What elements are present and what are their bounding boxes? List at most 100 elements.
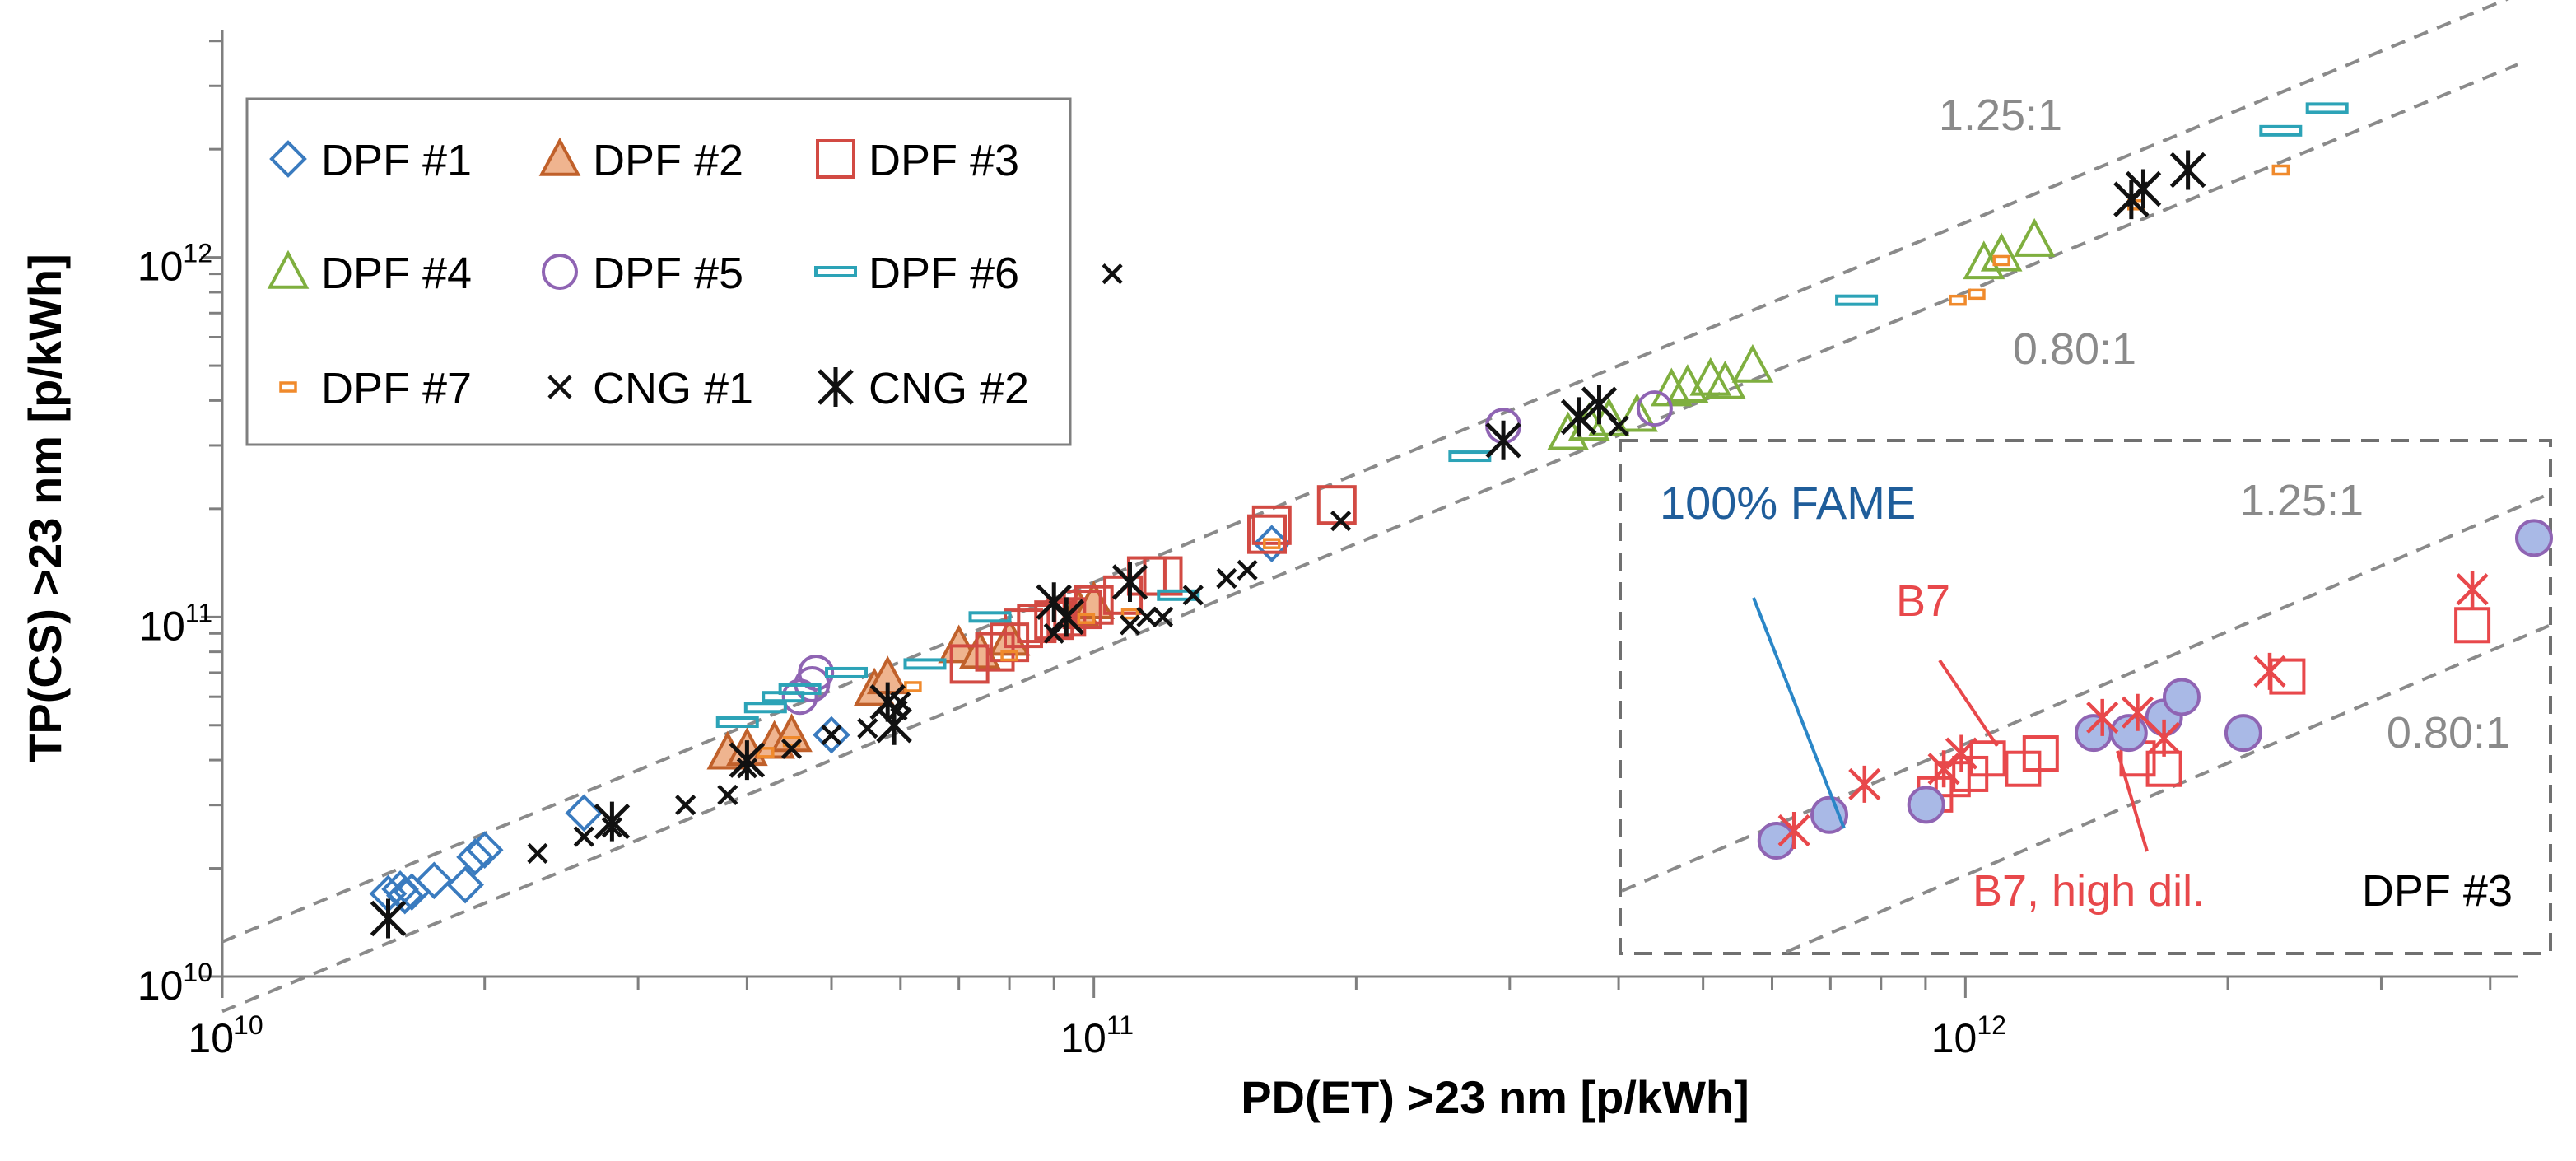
data-point — [1963, 240, 2005, 280]
x-tick-label: 1012 — [1931, 1010, 2006, 1061]
data-point — [1062, 590, 1102, 630]
inset-circle-point — [2224, 714, 2262, 753]
inset-panel: 1.25:1 0.80:1 100% FAME B7 B7, high dil. DPF … — [1619, 439, 2553, 955]
legend-marker — [538, 137, 581, 176]
data-point — [675, 795, 696, 816]
y-tick-label: 1010 — [137, 958, 212, 1009]
data-point — [456, 838, 494, 876]
axes: 1010 1011 1012 1010 1011 1012 — [137, 30, 2518, 1061]
inset-circle-point — [2515, 519, 2553, 557]
annotation-100-fame: 100% FAME — [1660, 477, 1916, 529]
b7-high-dil-pointer — [2116, 750, 2149, 852]
inset-star-point — [2456, 571, 2489, 608]
data-point — [798, 654, 835, 691]
data-point — [565, 794, 603, 832]
data-point — [813, 716, 850, 754]
data-point — [370, 898, 407, 939]
inset-square-point — [1969, 740, 2006, 777]
data-point — [715, 716, 759, 729]
data-point — [780, 738, 803, 759]
y-tick-label: 1012 — [137, 239, 212, 290]
x-tick-label: 1011 — [1060, 1010, 1134, 1061]
data-point — [1157, 589, 1200, 601]
data-point — [1237, 559, 1258, 580]
x-axis-label: PD(ET) >23 nm [p/kWh] — [1241, 1071, 1749, 1123]
inset-reference-label: 0.80:1 — [2387, 708, 2510, 758]
data-point — [1143, 556, 1183, 596]
data-point — [594, 801, 631, 842]
data-point — [1048, 597, 1085, 637]
data-point — [825, 666, 869, 678]
legend-label: DPF #3 — [869, 136, 1019, 185]
data-point — [415, 861, 454, 900]
data-point — [1111, 562, 1148, 602]
data-point — [729, 740, 766, 781]
data-point — [2013, 217, 2056, 257]
legend-label: DPF #7 — [321, 364, 472, 413]
inset-reference-label: 1.25:1 — [2240, 476, 2364, 525]
data-point — [1216, 567, 1237, 590]
fame-pointer — [1752, 597, 1846, 829]
data-point — [527, 842, 548, 865]
x-tick-label: 1010 — [188, 1010, 263, 1061]
data-point — [1004, 608, 1044, 649]
inset-border — [1619, 439, 2552, 955]
data-points — [369, 102, 2349, 939]
inset-title: DPF #3 — [2362, 866, 2513, 916]
data-point — [2271, 164, 2290, 176]
data-point — [904, 681, 922, 692]
inset-square-point — [2454, 607, 2491, 644]
data-point — [869, 682, 906, 722]
data-point — [465, 831, 504, 870]
data-point — [385, 876, 424, 915]
reference-line-label: 1.25:1 — [1939, 91, 2062, 140]
data-point — [1000, 650, 1018, 662]
annotation-b7: B7 — [1896, 576, 1950, 626]
data-point — [876, 705, 912, 745]
legend: DPF #1 DPF #2 DPF #3 DPF #4 DPF #5 DPF #6 DPF … — [245, 97, 1072, 446]
legend-label: DPF #4 — [321, 249, 472, 298]
annotation-b7-high-dil: B7, high dil. — [1973, 866, 2205, 916]
data-point — [1077, 613, 1096, 624]
data-point — [1448, 450, 1492, 463]
data-point — [2259, 124, 2303, 137]
legend-marker — [279, 381, 297, 393]
data-point — [903, 658, 947, 670]
data-point — [1251, 505, 1292, 545]
inset-circle-point — [1757, 821, 1796, 860]
inset-circle-point — [2163, 678, 2201, 716]
data-point — [1581, 385, 1618, 425]
data-point — [743, 702, 787, 714]
inset-circle-point — [1810, 795, 1848, 834]
data-point — [1835, 294, 1879, 306]
legend-label: DPF #5 — [593, 249, 743, 298]
legend-label: DPF #1 — [321, 136, 472, 185]
data-point — [573, 826, 594, 847]
data-point — [1666, 364, 1709, 403]
inset-star-point — [2253, 652, 2286, 690]
legend-marker — [269, 140, 307, 178]
inset-reference-line — [1786, 624, 2550, 954]
data-point — [757, 747, 775, 758]
data-point — [2169, 150, 2206, 190]
legend-marker — [267, 249, 310, 289]
data-point — [1263, 538, 1281, 549]
legend-label: DPF #2 — [593, 136, 743, 185]
legend-label: DPF #6 — [869, 249, 1019, 298]
legend-box — [245, 97, 1072, 446]
data-point — [778, 683, 822, 695]
data-point — [1485, 420, 1521, 460]
reference-line — [221, 0, 2509, 944]
legend-label: CNG #2 — [869, 364, 1029, 413]
data-point — [1949, 294, 1967, 306]
inset-circle-point — [1907, 786, 1945, 824]
legend-marker — [542, 254, 578, 290]
inset-star-point — [1848, 765, 1881, 803]
data-point — [968, 611, 1012, 623]
data-point — [1636, 390, 1673, 427]
data-point — [1043, 622, 1064, 644]
data-point — [2125, 169, 2162, 209]
y-tick-label: 1011 — [139, 598, 212, 649]
data-point — [1246, 514, 1287, 554]
